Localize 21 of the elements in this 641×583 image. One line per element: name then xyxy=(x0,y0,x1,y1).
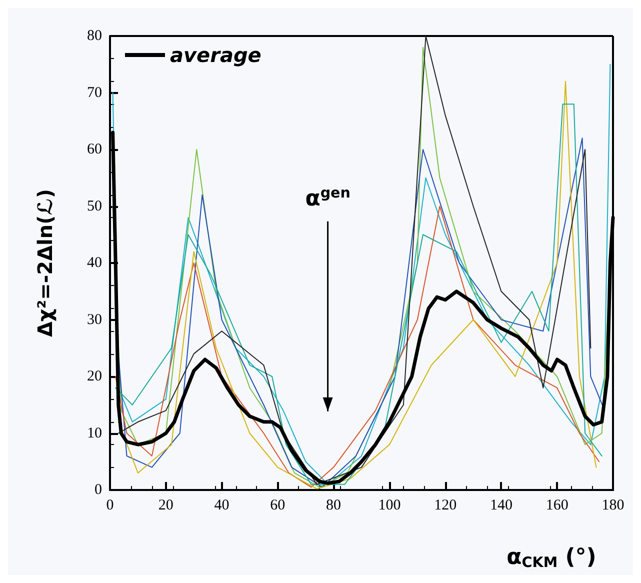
x-tick-label: 40 xyxy=(214,498,230,514)
x-tick-label: 20 xyxy=(158,498,174,514)
x-tick-label: 100 xyxy=(378,498,401,514)
y-tick-label: 30 xyxy=(87,312,102,328)
y-tick-label: 80 xyxy=(87,28,102,44)
y-tick-label: 20 xyxy=(87,368,102,384)
x-tick-label: 180 xyxy=(602,498,624,514)
y-tick-label: 50 xyxy=(87,198,102,214)
y-tick-label: 10 xyxy=(87,425,102,442)
y-tick-label: 60 xyxy=(87,142,102,158)
x-tick-label: 60 xyxy=(270,498,286,514)
y-axis-title: Δχ²=-2Δln(ℒ) xyxy=(33,188,57,338)
x-tick-label: 0 xyxy=(106,498,114,514)
y-tick-label: 40 xyxy=(87,255,102,271)
y-tick-label: 70 xyxy=(87,84,102,101)
legend-label: average xyxy=(170,43,262,67)
x-tick-label: 140 xyxy=(490,498,512,514)
x-tick-label: 160 xyxy=(546,498,568,514)
x-tick-label: 80 xyxy=(326,498,342,514)
x-tick-label: 120 xyxy=(434,498,457,514)
y-tick-label: 0 xyxy=(94,482,102,498)
